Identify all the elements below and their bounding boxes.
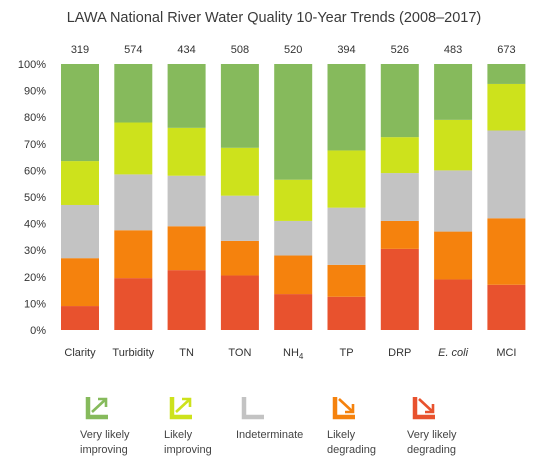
count-label: 434 xyxy=(177,44,195,56)
bar-segment-0-0 xyxy=(61,306,99,330)
likely-degrading-icon xyxy=(332,397,355,420)
bar-segment-3-0 xyxy=(61,161,99,205)
bar-segment-3-4 xyxy=(274,179,313,221)
bar-segment-4-6 xyxy=(380,64,419,138)
x-tick-label: E. coli xyxy=(438,347,469,359)
bar-segment-0-3 xyxy=(220,275,259,330)
legend-label: Likely xyxy=(164,429,193,441)
bar-segment-3-2 xyxy=(167,127,206,176)
bar-segment-4-7 xyxy=(434,64,473,120)
x-tick-label: Turbidity xyxy=(112,347,154,359)
count-label: 483 xyxy=(444,44,462,56)
bar-segment-0-5 xyxy=(327,296,366,330)
bar-segment-4-3 xyxy=(220,64,259,148)
bar-segment-4-4 xyxy=(274,64,313,180)
bar-segment-2-5 xyxy=(327,207,366,265)
y-tick-label: 90% xyxy=(24,86,46,98)
bar-segment-3-5 xyxy=(327,150,366,208)
count-label: 394 xyxy=(337,44,355,56)
x-tick-label: Clarity xyxy=(64,347,96,359)
y-tick-label: 10% xyxy=(24,298,46,310)
x-tick-label: MCI xyxy=(496,347,516,359)
bars-layer xyxy=(61,64,526,330)
bar-segment-1-7 xyxy=(434,231,473,280)
bar-segment-3-3 xyxy=(220,147,259,196)
bar-segment-3-8 xyxy=(487,83,526,131)
indeterminate-icon xyxy=(241,397,264,420)
y-tick-label: 60% xyxy=(24,165,46,177)
legend: Very likely improving Likely improving Indet… xyxy=(80,397,457,456)
bar-segment-0-4 xyxy=(274,294,313,330)
bar-segment-1-1 xyxy=(114,230,153,279)
bar-segment-1-4 xyxy=(274,255,313,295)
legend-label: improving xyxy=(80,444,128,456)
x-tick-label: TP xyxy=(339,347,353,359)
bar-segment-3-7 xyxy=(434,119,473,171)
bar-segment-2-4 xyxy=(274,220,313,256)
bar-segment-2-1 xyxy=(114,174,153,231)
bar-segment-0-7 xyxy=(434,279,473,330)
bar-segment-4-0 xyxy=(61,64,99,162)
bar-segment-1-2 xyxy=(167,226,206,271)
bar-segment-2-2 xyxy=(167,175,206,227)
bar-segment-2-6 xyxy=(380,173,419,221)
likely-improving-icon xyxy=(169,397,192,420)
very-likely-improving-icon xyxy=(85,397,108,420)
bar-segment-4-8 xyxy=(487,64,526,84)
legend-label: Likely xyxy=(327,429,356,441)
x-tick-label: TN xyxy=(179,347,194,359)
bar-segment-4-1 xyxy=(114,64,153,123)
count-label: 508 xyxy=(231,44,249,56)
count-label: 520 xyxy=(284,44,302,56)
x-tick-label: NH4 xyxy=(283,347,304,361)
y-tick-label: 40% xyxy=(24,219,46,231)
legend-label: Indeterminate xyxy=(236,429,303,441)
y-tick-label: 100% xyxy=(18,59,46,71)
x-tick-label: TON xyxy=(228,347,251,359)
bar-segment-1-3 xyxy=(220,240,259,276)
legend-label: degrading xyxy=(407,444,456,456)
bar-segment-4-2 xyxy=(167,64,206,128)
legend-label: degrading xyxy=(327,444,376,456)
bar-segment-0-8 xyxy=(487,284,526,330)
chart-title: LAWA National River Water Quality 10-Yea… xyxy=(67,10,482,26)
bar-segment-2-7 xyxy=(434,170,473,232)
very-likely-degrading-icon xyxy=(412,397,435,420)
counts-layer: 319 574 434 508 520 394 526 483 673 xyxy=(71,44,516,56)
y-tick-label: 0% xyxy=(30,325,46,337)
y-tick-label: 80% xyxy=(24,112,46,124)
y-axis: 0% 10% 20% 30% 40% 50% 60% 70% 80% 90% 100% xyxy=(18,59,46,337)
bar-segment-0-6 xyxy=(380,248,419,330)
count-label: 574 xyxy=(124,44,142,56)
x-axis: Clarity Turbidity TN TON NH4 TP DRP E. coli MCI xyxy=(64,347,516,361)
legend-label: Very likely xyxy=(407,429,457,441)
bar-segment-2-3 xyxy=(220,195,259,241)
legend-label: Very likely xyxy=(80,429,130,441)
y-tick-label: 70% xyxy=(24,139,46,151)
bar-segment-1-5 xyxy=(327,264,366,297)
bar-segment-0-2 xyxy=(167,270,206,330)
bar-segment-2-8 xyxy=(487,130,526,219)
bar-segment-1-8 xyxy=(487,218,526,285)
count-label: 319 xyxy=(71,44,89,56)
y-tick-label: 50% xyxy=(24,192,46,204)
bar-segment-1-6 xyxy=(380,220,419,249)
count-label: 673 xyxy=(497,44,515,56)
x-tick-label: DRP xyxy=(388,347,411,359)
bar-segment-3-1 xyxy=(114,122,153,175)
bar-segment-0-1 xyxy=(114,278,153,330)
count-label: 526 xyxy=(391,44,409,56)
bar-segment-1-0 xyxy=(61,258,99,307)
y-tick-label: 30% xyxy=(24,245,46,257)
bar-segment-4-5 xyxy=(327,64,366,151)
legend-label: improving xyxy=(164,444,212,456)
y-tick-label: 20% xyxy=(24,272,46,284)
bar-segment-2-0 xyxy=(61,204,99,259)
bar-segment-3-6 xyxy=(380,137,419,174)
